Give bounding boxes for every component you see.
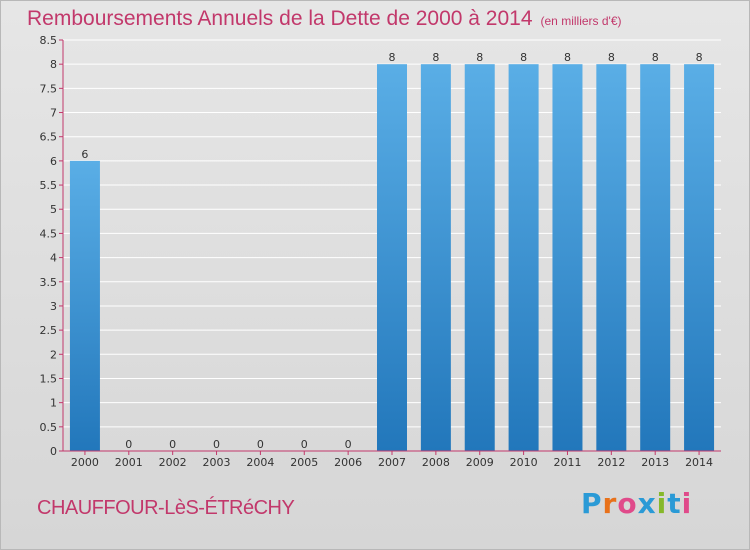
- y-tick-label: 2: [50, 348, 57, 361]
- proxiti-logo: Proxiti: [581, 487, 692, 520]
- bar-value-label: 8: [652, 51, 659, 64]
- x-tick-label: 2004: [246, 456, 274, 469]
- bar: [684, 64, 715, 452]
- bar: [552, 64, 583, 452]
- logo-letter: i: [656, 487, 668, 520]
- x-tick-label: 2008: [422, 456, 450, 469]
- y-tick-label: 7.5: [40, 82, 58, 95]
- x-tick-label: 2003: [203, 456, 231, 469]
- y-tick-label: 6.5: [40, 131, 58, 144]
- bar-value-label: 8: [432, 51, 439, 64]
- bar: [464, 64, 495, 452]
- x-tick-label: 2012: [597, 456, 625, 469]
- y-tick-label: 2.5: [40, 324, 58, 337]
- y-tick-label: 8.5: [40, 34, 58, 47]
- x-tick-label: 2000: [71, 456, 99, 469]
- y-tick-label: 5: [50, 203, 57, 216]
- title-text: Remboursements Annuels de la Dette de 20…: [27, 7, 533, 30]
- bar-value-label: 8: [476, 51, 483, 64]
- bar-value-label: 8: [520, 51, 527, 64]
- x-tick-label: 2010: [510, 456, 538, 469]
- y-tick-label: 1.5: [40, 372, 58, 385]
- y-tick-label: 0.5: [40, 421, 58, 434]
- x-tick-label: 2006: [334, 456, 362, 469]
- bar-value-label: 0: [213, 438, 220, 451]
- y-tick-label: 8: [50, 58, 57, 71]
- bar-value-label: 8: [608, 51, 615, 64]
- bar-value-label: 0: [301, 438, 308, 451]
- y-tick-label: 7: [50, 107, 57, 120]
- bar: [508, 64, 539, 452]
- logo-letter: t: [667, 487, 682, 520]
- x-tick-label: 2013: [641, 456, 669, 469]
- bar-value-label: 8: [389, 51, 396, 64]
- bar: [69, 160, 100, 451]
- x-tick-label: 2001: [115, 456, 143, 469]
- y-tick-label: 1: [50, 397, 57, 410]
- x-tick-label: 2009: [466, 456, 494, 469]
- commune-name: CHAUFFOUR-LèS-ÉTRéCHY: [37, 497, 295, 519]
- title-unit: (en milliers d'€): [540, 14, 622, 28]
- bar-value-label: 0: [257, 438, 264, 451]
- chart-title: Remboursements Annuels de la Dette de 20…: [27, 7, 622, 31]
- bar: [640, 64, 671, 452]
- logo-letter: r: [602, 487, 618, 520]
- y-tick-label: 0: [50, 445, 57, 458]
- bar-value-label: 8: [696, 51, 703, 64]
- bar-value-label: 8: [564, 51, 571, 64]
- logo-letter: i: [681, 487, 693, 520]
- x-tick-label: 2011: [553, 456, 581, 469]
- y-tick-label: 4.5: [40, 227, 58, 240]
- logo-letter: o: [617, 487, 638, 520]
- bar-value-label: 0: [345, 438, 352, 451]
- y-tick-label: 6: [50, 155, 57, 168]
- y-tick-label: 3: [50, 300, 57, 313]
- bar-value-label: 0: [169, 438, 176, 451]
- x-tick-label: 2014: [685, 456, 713, 469]
- x-tick-label: 2002: [159, 456, 187, 469]
- x-tick-label: 2007: [378, 456, 406, 469]
- bar: [596, 64, 627, 452]
- logo-letter: x: [637, 487, 657, 520]
- y-tick-label: 4: [50, 252, 57, 265]
- logo-letter: P: [581, 487, 603, 520]
- bar-value-label: 0: [125, 438, 132, 451]
- bar: [377, 64, 407, 452]
- x-tick-label: 2005: [290, 456, 318, 469]
- bar-value-label: 6: [81, 148, 88, 161]
- bar: [420, 64, 451, 452]
- y-tick-label: 5.5: [40, 179, 58, 192]
- y-tick-label: 3.5: [40, 276, 58, 289]
